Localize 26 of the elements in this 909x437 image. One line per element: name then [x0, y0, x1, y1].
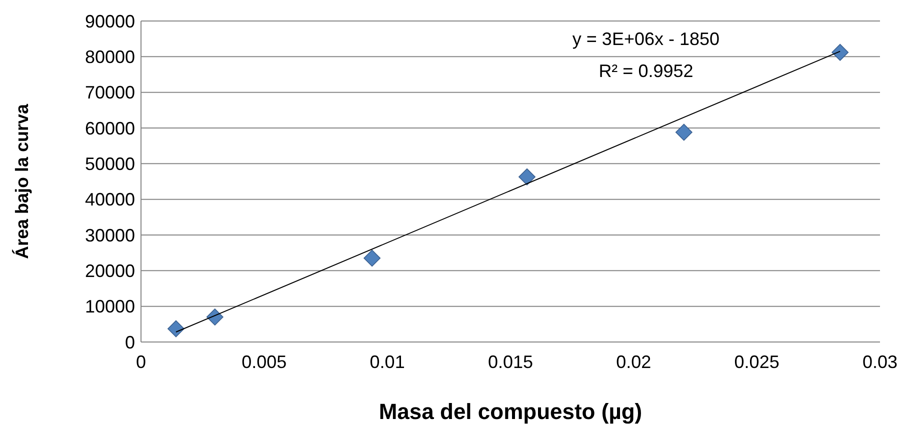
y-axis-title: Área bajo la curva	[12, 102, 32, 260]
y-tick-label: 40000	[84, 190, 135, 210]
y-tick-label: 80000	[84, 46, 135, 67]
x-tick-label: 0.02	[616, 352, 652, 372]
y-tick-label: 20000	[84, 260, 135, 281]
y-tick-label: 70000	[84, 82, 135, 103]
y-tick-label: 30000	[84, 225, 135, 246]
y-tick-label: 60000	[84, 118, 135, 138]
annotation: y = 3E+06x - 1850	[572, 29, 720, 49]
x-tick-label: 0.03	[862, 352, 898, 372]
point	[675, 124, 692, 141]
y-tick-label: 90000	[84, 11, 135, 32]
x-axis-title: Masa del compuesto (µg)	[378, 399, 642, 424]
point	[364, 250, 381, 267]
x-tick-label: 0.005	[242, 352, 287, 372]
point	[206, 308, 224, 326]
x-tick-label: 0.01	[370, 352, 405, 372]
y-tick-label: 50000	[84, 154, 135, 174]
x-tick-label: 0.025	[734, 352, 780, 372]
point	[832, 44, 849, 61]
x-tick-label: 0.015	[488, 352, 534, 372]
y-tick-label: 10000	[84, 296, 135, 317]
point	[168, 320, 184, 338]
annotation: R² = 0.9952	[598, 61, 694, 81]
point	[518, 168, 536, 186]
y-tick-label: 0	[124, 332, 135, 352]
